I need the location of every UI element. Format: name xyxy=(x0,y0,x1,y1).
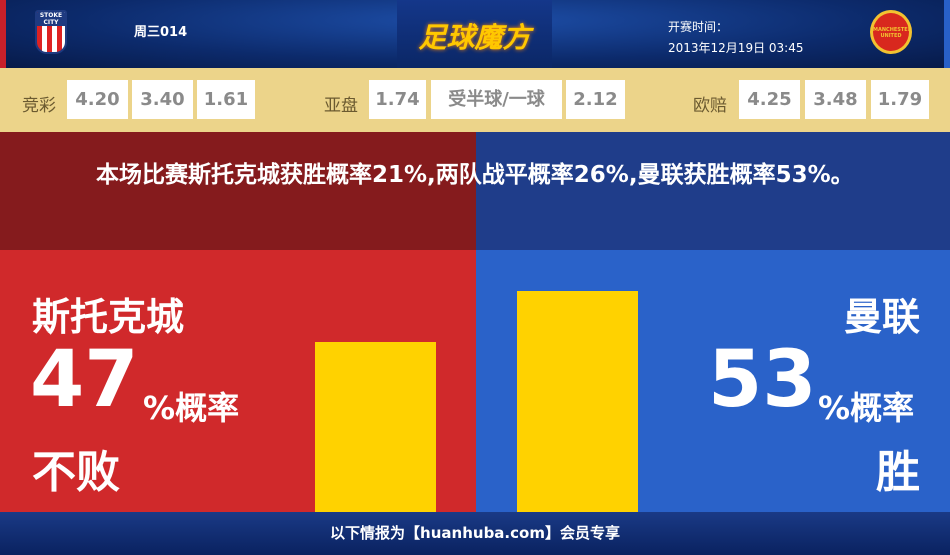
home-color-strip xyxy=(0,0,6,68)
logo-backdrop xyxy=(397,0,552,68)
away-percent-unit: %概率 xyxy=(818,389,915,427)
match-number: 周三014 xyxy=(134,25,188,40)
yapan-label: 亚盘 xyxy=(324,96,358,116)
home-team-crest: STOKE CITY xyxy=(35,10,67,54)
home-probability-bar xyxy=(315,342,436,512)
jingcai-odds-loss: 1.61 xyxy=(197,80,255,119)
home-team-name: 斯托克城 xyxy=(32,295,185,339)
away-color-strip xyxy=(944,0,950,68)
kickoff-label: 开赛时间： xyxy=(668,20,729,34)
away-team-name: 曼联 xyxy=(843,295,920,339)
home-percent: 47 xyxy=(30,335,139,425)
members-only-footer[interactable]: 以下情报为【huanhuba.com】会员专享 xyxy=(0,512,950,555)
home-crest-text: STOKE CITY xyxy=(37,12,65,26)
oupei-odds-loss: 1.79 xyxy=(871,80,929,119)
away-percent: 53 xyxy=(708,335,817,425)
oupei-odds-win: 4.25 xyxy=(739,80,800,119)
summary-panel-home xyxy=(0,132,476,250)
app-logo: 足球魔方 xyxy=(418,21,531,54)
home-percent-unit: %概率 xyxy=(143,389,240,427)
away-probability-bar xyxy=(517,291,638,512)
away-crest-text: MANCHESTER UNITED xyxy=(873,27,912,39)
oupei-odds-draw: 3.48 xyxy=(805,80,866,119)
away-team-crest: MANCHESTER UNITED xyxy=(870,10,912,54)
jingcai-odds-win: 4.20 xyxy=(67,80,128,119)
oupei-label: 欧赔 xyxy=(693,96,727,116)
yapan-handicap: 受半球/一球 xyxy=(431,80,562,119)
jingcai-label: 竞彩 xyxy=(22,96,56,116)
home-outcome: 不败 xyxy=(32,447,120,498)
yapan-odds-away: 2.12 xyxy=(566,80,625,119)
kickoff-time: 2013年12月19日 03:45 xyxy=(668,41,804,55)
summary-panel-away xyxy=(476,132,950,250)
away-outcome: 胜 xyxy=(876,447,920,498)
probability-summary: 本场比赛斯托克城获胜概率21%,两队战平概率26%,曼联获胜概率53%。 xyxy=(96,162,854,188)
jingcai-odds-draw: 3.40 xyxy=(132,80,193,119)
yapan-odds-home: 1.74 xyxy=(369,80,426,119)
